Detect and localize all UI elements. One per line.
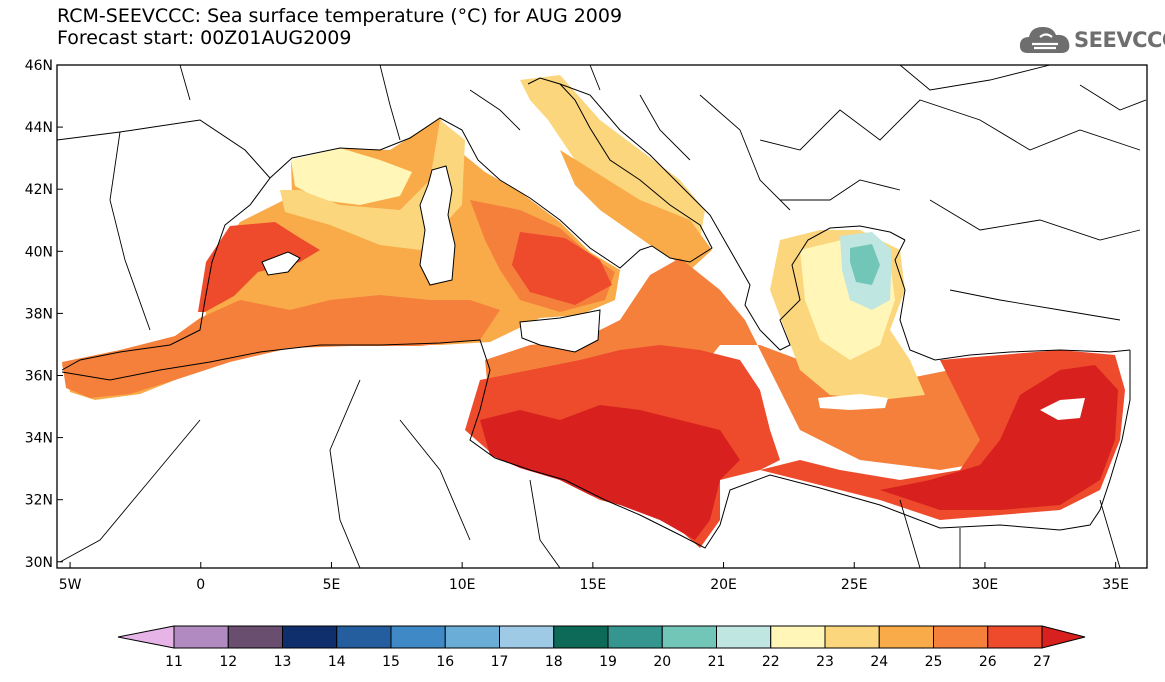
latitude-axis: 30N 32N 34N 36N 38N 40N 42N 44N 46N xyxy=(25,58,63,571)
sst-region-balearic xyxy=(198,222,320,312)
colorbar-swatch xyxy=(553,625,609,649)
sst-region-algerian-coast xyxy=(62,295,500,398)
colorbar-label: 25 xyxy=(925,654,943,670)
map-frame xyxy=(56,64,1148,569)
lon-tick-label: 20E xyxy=(710,577,737,593)
lon-tick-label: 5E xyxy=(323,577,341,593)
lat-tick-label: 32N xyxy=(25,493,53,509)
colorbar-label: 24 xyxy=(870,654,888,670)
logo-text: SEEVCCC xyxy=(1074,28,1165,52)
colorbar-label: 26 xyxy=(979,654,997,670)
lat-tick-label: 30N xyxy=(25,555,53,571)
colorbar-label: 23 xyxy=(816,654,834,670)
colorbar-label: 14 xyxy=(328,654,346,670)
colorbar-label: 17 xyxy=(491,654,509,670)
colorbar-swatch xyxy=(282,625,338,649)
land-corsica-sardinia xyxy=(419,165,456,286)
colorbar-swatch xyxy=(499,625,555,649)
sst-region-adriatic-south xyxy=(560,150,712,270)
sst-region-gulf-of-lion-24 xyxy=(280,120,465,250)
colorbar-label: 20 xyxy=(653,654,671,670)
colorbar-swatch xyxy=(770,625,826,649)
sst-region-gulf-of-lion xyxy=(291,148,412,205)
longitude-axis: 5W 0 5E 10E 15E 20E 25E 30E 35E xyxy=(59,562,1129,593)
colorbar-swatch xyxy=(878,625,934,649)
land-cyprus xyxy=(1040,398,1085,420)
land-balearic-islands xyxy=(261,251,301,276)
coastline-layer xyxy=(57,65,1147,568)
colorbar-swatch xyxy=(824,625,880,649)
lon-tick-label: 5W xyxy=(59,577,82,593)
colorbar-label: 13 xyxy=(274,654,292,670)
sst-region-libyan-core xyxy=(480,405,740,540)
lat-tick-label: 46N xyxy=(25,58,53,74)
colorbar-swatch xyxy=(987,625,1043,649)
land-crete xyxy=(818,394,888,410)
colorbar-label: 12 xyxy=(219,654,237,670)
coastline-north-africa xyxy=(61,339,1061,549)
coastline-balkans xyxy=(559,83,906,351)
forecast-start-label: Forecast start: 00Z01AUG2009 xyxy=(57,27,352,49)
lon-tick-label: 30E xyxy=(972,577,999,593)
lon-tick-label: 0 xyxy=(196,577,205,593)
colorbar-label: 22 xyxy=(762,654,780,670)
colorbar-label: 27 xyxy=(1033,654,1051,670)
border-lines xyxy=(59,65,1147,568)
colorbar-swatch xyxy=(227,625,283,649)
coastline-turkey xyxy=(894,239,1131,361)
colorbar-swatch xyxy=(933,625,989,649)
lon-tick-label: 15E xyxy=(580,577,607,593)
colorbar-swatch xyxy=(444,625,500,649)
lat-tick-label: 38N xyxy=(25,306,53,322)
lat-tick-label: 36N xyxy=(25,368,53,384)
colorbar-swatch xyxy=(173,625,229,649)
coastline-iberia xyxy=(57,119,271,371)
sst-region-tyrrhenian-south xyxy=(512,232,612,305)
land-sicily xyxy=(519,309,601,353)
colorbar-label: 11 xyxy=(165,654,183,670)
colorbar-low-arrow xyxy=(117,625,175,649)
colorbar: 11 12 13 14 15 16 17 18 19 20 21 22 23 24 25 26 27 xyxy=(117,625,1086,670)
colorbar-label: 19 xyxy=(599,654,617,670)
seevccc-logo: SEEVCCC xyxy=(1018,22,1165,58)
colorbar-swatch xyxy=(390,625,446,649)
colorbar-label: 21 xyxy=(708,654,726,670)
lat-tick-label: 42N xyxy=(25,182,53,198)
sst-field-layer xyxy=(62,75,1125,548)
sst-region-ionian-sea xyxy=(485,258,1020,470)
lon-tick-label: 25E xyxy=(841,577,868,593)
colorbar-swatch xyxy=(661,625,717,649)
lon-tick-label: 35E xyxy=(1102,577,1129,593)
lon-tick-label: 10E xyxy=(449,577,476,593)
colorbar-swatch xyxy=(607,625,663,649)
cloud-icon xyxy=(1019,27,1070,53)
colorbar-label: 18 xyxy=(545,654,563,670)
colorbar-label: 15 xyxy=(382,654,400,670)
sst-region-aegean-cold-core xyxy=(850,244,880,285)
lat-tick-label: 44N xyxy=(25,120,53,136)
colorbar-swatch xyxy=(716,625,772,649)
map-title: RCM-SEEVCCC: Sea surface temperature (°C… xyxy=(57,5,623,27)
coastline-france-italy xyxy=(269,77,713,269)
coastline-levant xyxy=(1059,350,1131,531)
lat-tick-label: 34N xyxy=(25,431,53,447)
lat-tick-label: 40N xyxy=(25,244,53,260)
colorbar-high-arrow xyxy=(1041,625,1086,649)
colorbar-swatch xyxy=(336,625,392,649)
sst-region-adriatic-sea xyxy=(520,75,705,250)
colorbar-label: 16 xyxy=(436,654,454,670)
